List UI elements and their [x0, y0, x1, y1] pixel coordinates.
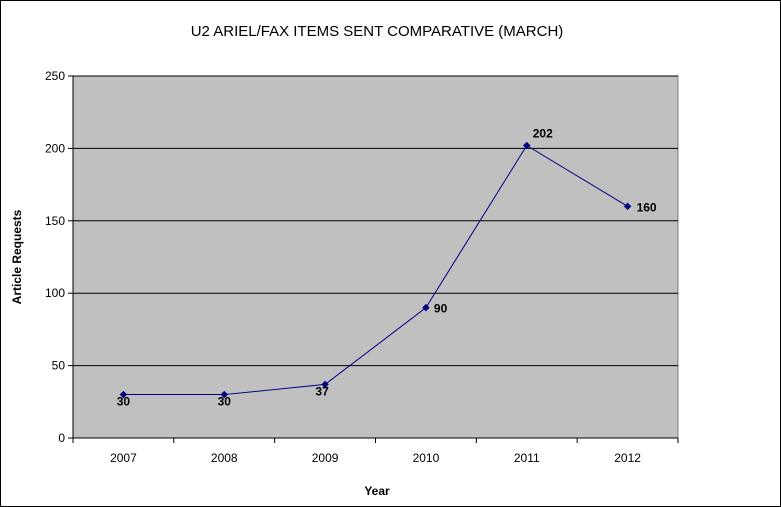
x-tick-label: 2009: [312, 451, 339, 465]
gridlines: [73, 75, 678, 367]
y-axis: 0 50 100 150 200 250: [45, 69, 74, 445]
data-label: 160: [637, 200, 657, 214]
y-tick-label: 100: [45, 286, 65, 300]
y-tick-label: 150: [45, 214, 65, 228]
series-line: [123, 144, 628, 396]
data-point-marker: [522, 141, 531, 150]
x-tick-label: 2012: [614, 451, 641, 465]
x-tick-label: 2010: [413, 451, 440, 465]
data-label: 90: [434, 302, 448, 316]
data-labels-group: 30 30 37 90 202 160: [117, 127, 657, 409]
data-label: 202: [533, 127, 553, 141]
data-point-marker: [321, 380, 329, 389]
data-label: 30: [218, 395, 232, 409]
y-tick-label: 200: [45, 141, 65, 155]
data-label: 30: [117, 395, 131, 409]
y-axis-title: Article Requests: [10, 209, 24, 304]
y-tick-label: 0: [58, 431, 65, 445]
y-tick-label: 250: [45, 69, 65, 83]
x-tick-label: 2008: [211, 451, 238, 465]
data-label: 37: [315, 384, 329, 398]
series-line-group: [123, 144, 628, 396]
markers-group: [119, 141, 632, 399]
data-point-marker: [220, 390, 229, 399]
data-point-marker: [422, 303, 430, 312]
x-tick-label: 2011: [514, 451, 540, 465]
data-point-marker: [119, 390, 128, 399]
y-tick-label: 50: [52, 359, 66, 373]
x-tick-label: 2007: [110, 451, 137, 465]
x-axis-title: Year: [364, 484, 390, 498]
data-point-marker: [623, 202, 632, 211]
plot-area: [72, 75, 679, 439]
x-axis: 2007 2008 2009 2010 2011 2012: [72, 437, 679, 465]
chart-title: U2 ARIEL/FAX ITEMS SENT COMPARATIVE (MAR…: [191, 23, 564, 40]
